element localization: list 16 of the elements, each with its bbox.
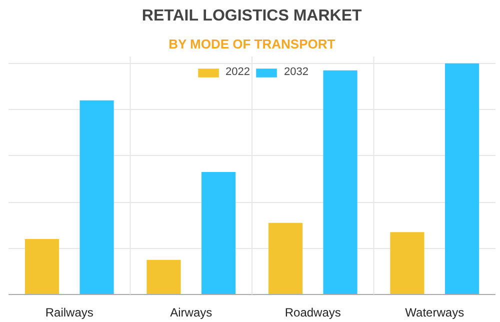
legend-label: 2022	[226, 66, 250, 78]
chart-title: RETAIL LOGISTICS MARKET	[142, 8, 362, 24]
x-tick-label: Roadways	[284, 306, 341, 320]
bar	[268, 222, 303, 294]
bar	[80, 100, 114, 294]
bar	[323, 70, 358, 294]
bar	[390, 232, 424, 294]
chart-subtitle: BY MODE OF TRANSPORT	[168, 36, 336, 52]
x-tick-label: Railways	[45, 306, 94, 320]
bar	[24, 239, 60, 294]
bar	[201, 172, 236, 294]
x-tick-label: Airways	[170, 306, 212, 320]
x-tick-label: Waterways	[405, 306, 464, 320]
legend-label: 2032	[284, 66, 308, 78]
bar	[146, 260, 181, 294]
bar	[444, 63, 480, 294]
